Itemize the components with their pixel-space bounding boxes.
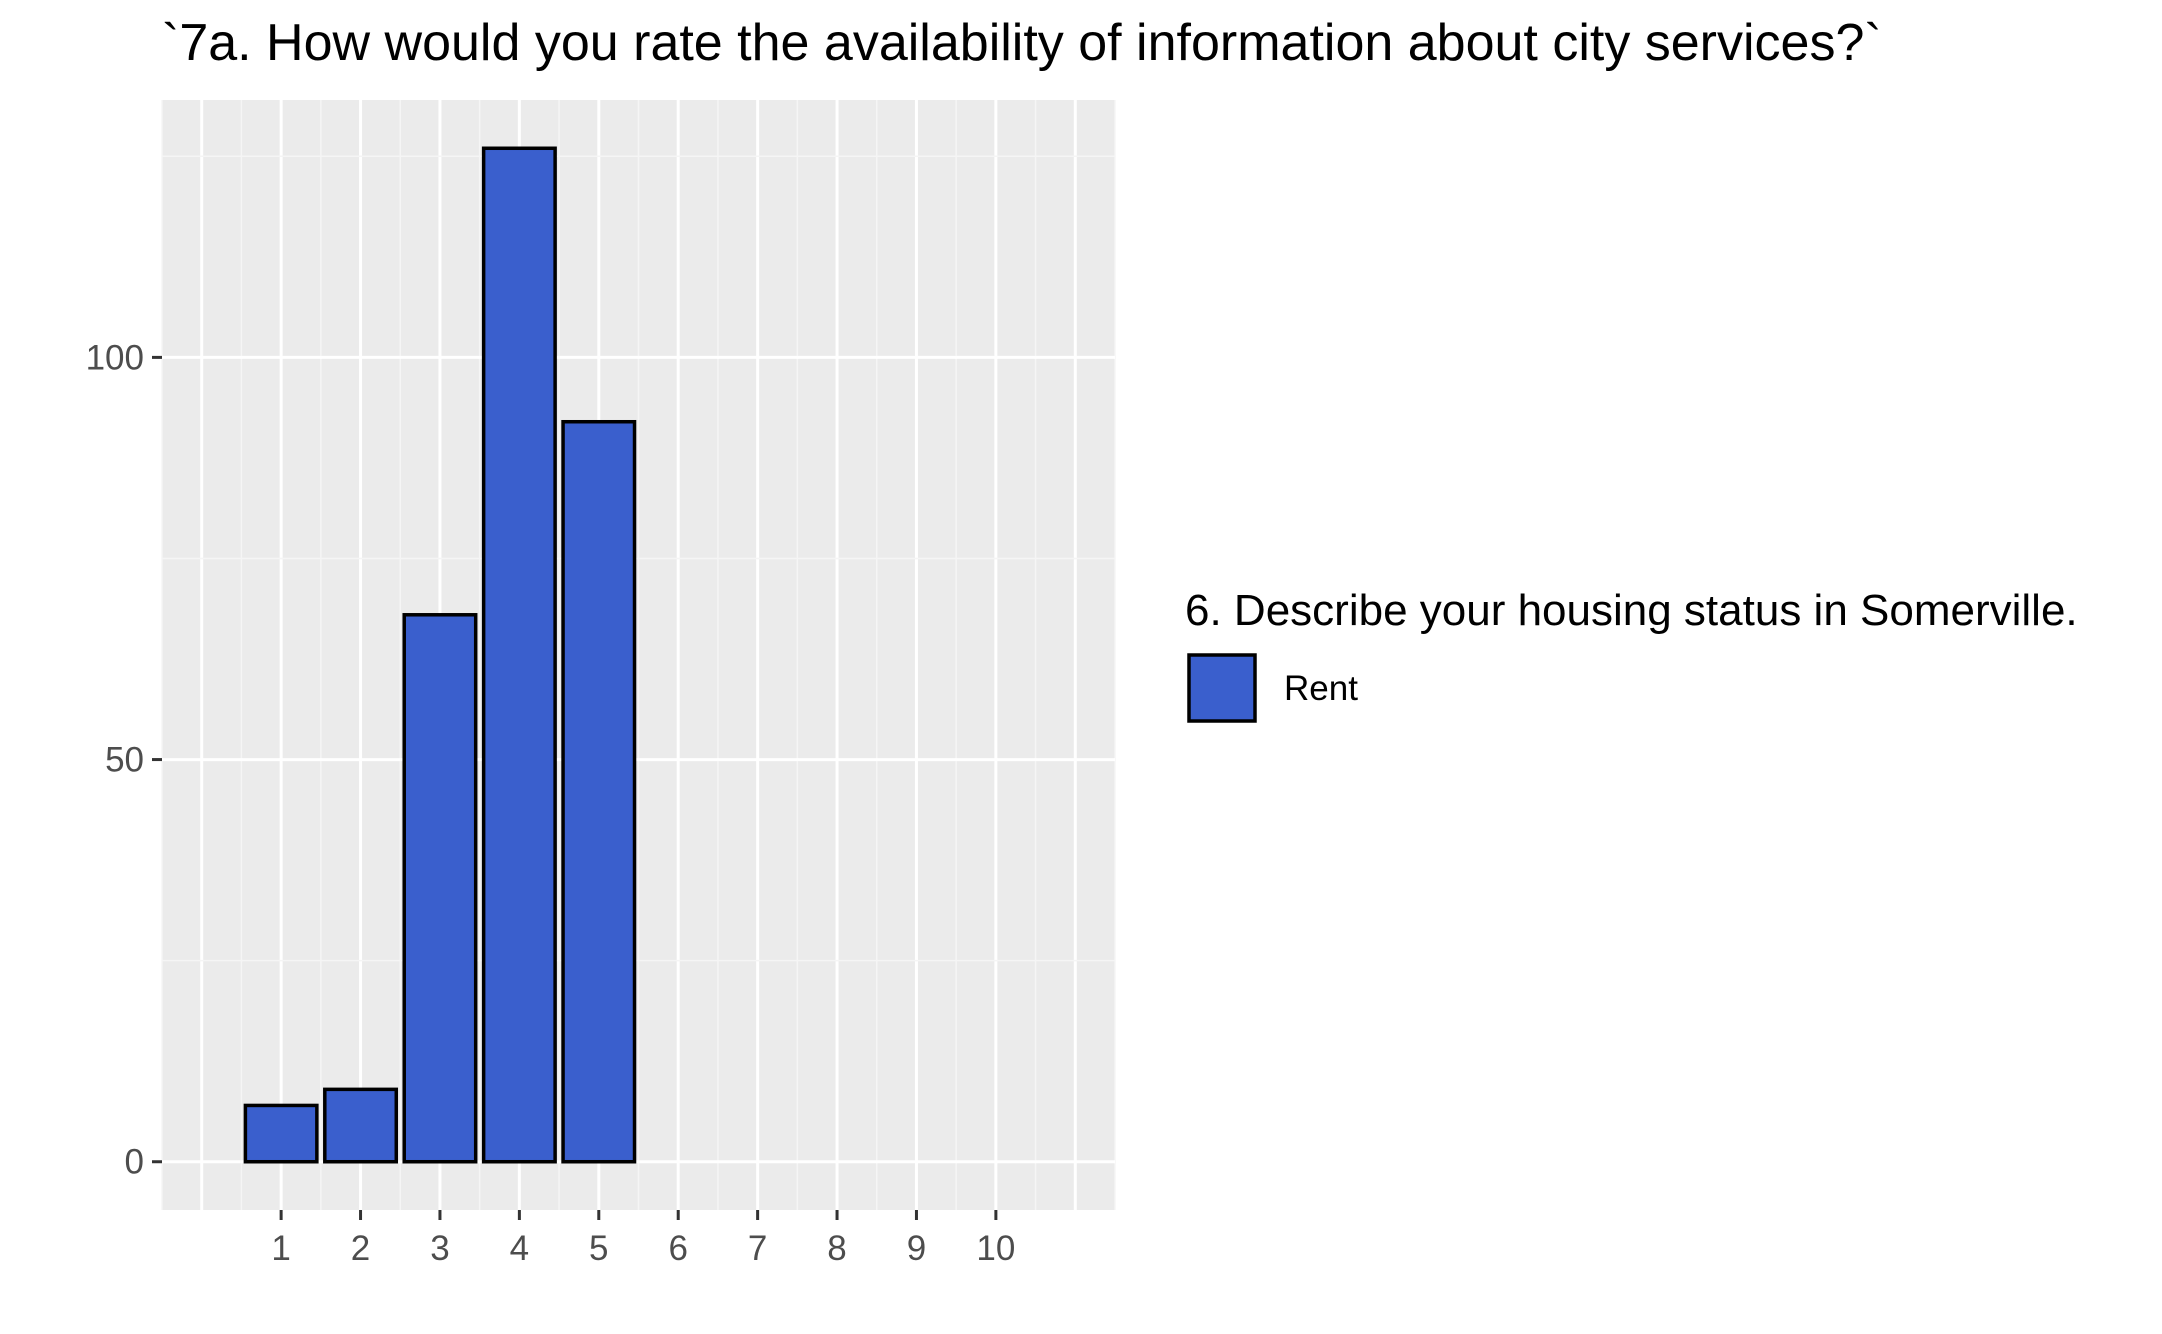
legend: 6. Describe your housing status in Somer… [1185, 586, 2078, 723]
x-tick-label: 6 [668, 1229, 687, 1268]
x-tick-label: 3 [430, 1229, 449, 1268]
legend-title: 6. Describe your housing status in Somer… [1185, 586, 2078, 635]
y-tick-label: 100 [86, 338, 144, 377]
bar-5 [561, 419, 637, 1164]
x-tick-label: 8 [827, 1229, 846, 1268]
y-tick-label: 0 [125, 1143, 144, 1182]
chart-title: `7a. How would you rate the availability… [162, 14, 1882, 72]
y-axis: 0 50 100 [86, 338, 162, 1182]
bar-2 [323, 1087, 399, 1164]
bar-3 [402, 613, 478, 1164]
x-tick-label: 2 [351, 1229, 370, 1268]
bars [243, 146, 637, 1164]
x-tick-label: 1 [271, 1229, 290, 1268]
x-tick-label: 7 [748, 1229, 767, 1268]
x-tick-label: 10 [976, 1229, 1015, 1268]
bar-1 [243, 1103, 319, 1164]
y-tick-label: 50 [105, 741, 144, 780]
bar-4 [481, 146, 557, 1164]
x-axis: 1 2 3 4 5 6 7 8 9 10 [271, 1210, 1015, 1268]
x-tick-label: 5 [589, 1229, 608, 1268]
legend-key-rent [1187, 653, 1257, 723]
x-tick-label: 4 [510, 1229, 529, 1268]
x-tick-label: 9 [907, 1229, 926, 1268]
legend-label-rent: Rent [1284, 669, 1358, 708]
